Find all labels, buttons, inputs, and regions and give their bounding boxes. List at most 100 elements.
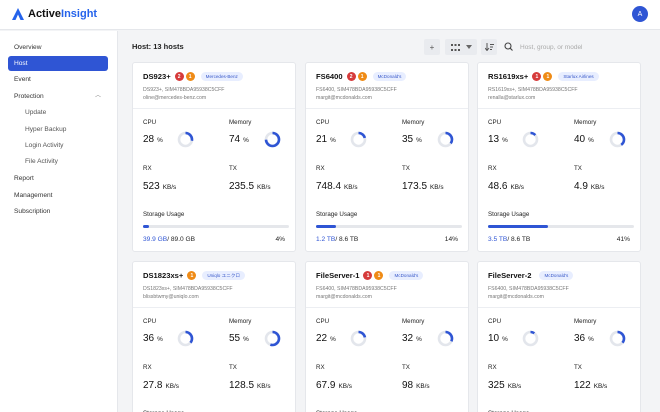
- storage-label: Storage Usage: [316, 410, 357, 412]
- host-card[interactable]: FileServer-2 McDonald's FS6400, SIM478BD…: [477, 261, 641, 412]
- sidebar-item-hyper-backup[interactable]: Hyper Backup: [25, 126, 67, 133]
- card-header: FileServer-2 McDonald's: [488, 271, 634, 280]
- cpu-usage-ring: [522, 330, 539, 347]
- sidebar-item-management[interactable]: Management: [14, 192, 53, 199]
- warning-badge[interactable]: 1: [543, 72, 553, 81]
- chevron-down-icon: [465, 45, 472, 49]
- memory-value: 35%: [402, 134, 422, 145]
- storage-progress-bar: [488, 225, 634, 228]
- host-name[interactable]: DS1823xs+: [143, 271, 184, 280]
- tx-label: TX: [402, 364, 410, 371]
- host-name[interactable]: FileServer-2: [488, 271, 532, 280]
- group-tag[interactable]: McDonald's: [372, 72, 407, 81]
- error-badge[interactable]: 1: [532, 72, 542, 81]
- group-tag[interactable]: McDonald's: [539, 271, 574, 280]
- cpu-value: 36%: [143, 333, 163, 344]
- storage-progress-fill: [488, 225, 548, 228]
- grid-view-icon: [450, 43, 460, 51]
- storage-label: Storage Usage: [488, 410, 529, 412]
- sidebar-item-file-activity[interactable]: File Activity: [25, 158, 58, 165]
- error-badge[interactable]: 2: [174, 72, 184, 81]
- group-tag[interactable]: Mercedes-Benz: [200, 72, 243, 81]
- memory-usage-ring: [437, 330, 454, 347]
- warning-badge[interactable]: 1: [374, 271, 384, 280]
- host-name[interactable]: FS6400: [316, 72, 343, 81]
- cpu-usage-ring: [350, 131, 367, 148]
- cpu-value: 21%: [316, 134, 336, 145]
- cpu-value: 13%: [488, 134, 508, 145]
- storage-label: Storage Usage: [316, 211, 358, 218]
- host-name[interactable]: DS923+: [143, 72, 171, 81]
- storage-progress-bar: [316, 225, 462, 228]
- error-badge[interactable]: 1: [363, 271, 373, 280]
- warning-badge[interactable]: 1: [185, 72, 195, 81]
- cpu-usage-ring: [350, 330, 367, 347]
- tx-value: 173.5 KB/s: [402, 181, 444, 192]
- storage-progress-bar: [143, 225, 289, 228]
- divider: [306, 108, 468, 109]
- cpu-usage-ring: [177, 330, 194, 347]
- host-card[interactable]: DS1823xs+ 1 Uniqlo ユニクロ DS1823xs+, SIM47…: [132, 261, 296, 412]
- tx-label: TX: [402, 165, 410, 172]
- cpu-label: CPU: [316, 119, 330, 126]
- search-icon[interactable]: [504, 42, 514, 52]
- add-host-button[interactable]: +: [424, 39, 440, 55]
- sidebar-item-report[interactable]: Report: [14, 175, 34, 182]
- app-logo[interactable]: ActiveInsight: [12, 8, 97, 20]
- memory-label: Memory: [229, 119, 252, 126]
- memory-usage-ring: [437, 131, 454, 148]
- sidebar-item-subscription[interactable]: Subscription: [14, 208, 51, 215]
- warning-badge[interactable]: 1: [187, 271, 197, 280]
- memory-value: 36%: [574, 333, 594, 344]
- sidebar-item-login-activity[interactable]: Login Activity: [25, 142, 64, 149]
- group-tag[interactable]: Starlux Airlines: [558, 72, 599, 81]
- sidebar-item-event[interactable]: Event: [14, 76, 31, 83]
- divider: [306, 307, 468, 308]
- group-tag[interactable]: McDonald's: [389, 271, 424, 280]
- tx-value: 235.5 KB/s: [229, 181, 271, 192]
- storage-label: Storage Usage: [488, 211, 530, 218]
- sort-button[interactable]: [481, 39, 497, 55]
- rx-value: 48.6 KB/s: [488, 181, 524, 192]
- host-name[interactable]: FileServer-1: [316, 271, 360, 280]
- error-badge[interactable]: 2: [346, 72, 356, 81]
- host-email: margit@mcdonalds.com: [488, 294, 545, 300]
- tx-label: TX: [229, 364, 237, 371]
- host-model-serial: DS1823xs+, SIM478BDA95938C5CFF: [143, 286, 233, 292]
- tx-value: 4.9 KB/s: [574, 181, 605, 192]
- sidebar-item-host[interactable]: Host: [8, 56, 108, 71]
- chevron-up-icon: ︿: [94, 93, 101, 99]
- storage-percent: 41%: [616, 236, 630, 243]
- search-input[interactable]: [516, 39, 644, 55]
- tx-label: TX: [229, 165, 237, 172]
- cpu-label: CPU: [316, 318, 330, 325]
- user-avatar[interactable]: A: [632, 6, 648, 22]
- cpu-usage-ring: [177, 131, 194, 148]
- rx-value: 523 KB/s: [143, 181, 177, 192]
- host-name[interactable]: RS1619xs+: [488, 72, 529, 81]
- host-model-serial: RS1619xs+, SIM478BDA95938C5CFF: [488, 87, 578, 93]
- host-email: margit@mcdonalds.com: [316, 95, 373, 101]
- sidebar-item-overview[interactable]: Overview: [14, 44, 42, 51]
- sidebar-item-update[interactable]: Update: [25, 109, 47, 116]
- cpu-label: CPU: [143, 318, 157, 325]
- storage-progress-fill: [316, 225, 337, 228]
- sidebar: Overview Host Event Protection ︿ Update …: [0, 31, 118, 412]
- warning-badge[interactable]: 1: [357, 72, 367, 81]
- divider: [133, 108, 295, 109]
- storage-percent: 4%: [275, 236, 285, 243]
- group-tag[interactable]: Uniqlo ユニクロ: [202, 271, 246, 280]
- view-toggle-button[interactable]: [445, 39, 477, 55]
- tx-value: 98 KB/s: [402, 380, 430, 391]
- sidebar-item-protection[interactable]: Protection ︿: [8, 89, 108, 104]
- memory-label: Memory: [402, 318, 425, 325]
- app-title: ActiveInsight: [28, 8, 98, 20]
- memory-label: Memory: [402, 119, 425, 126]
- tx-value: 122 KB/s: [574, 380, 608, 391]
